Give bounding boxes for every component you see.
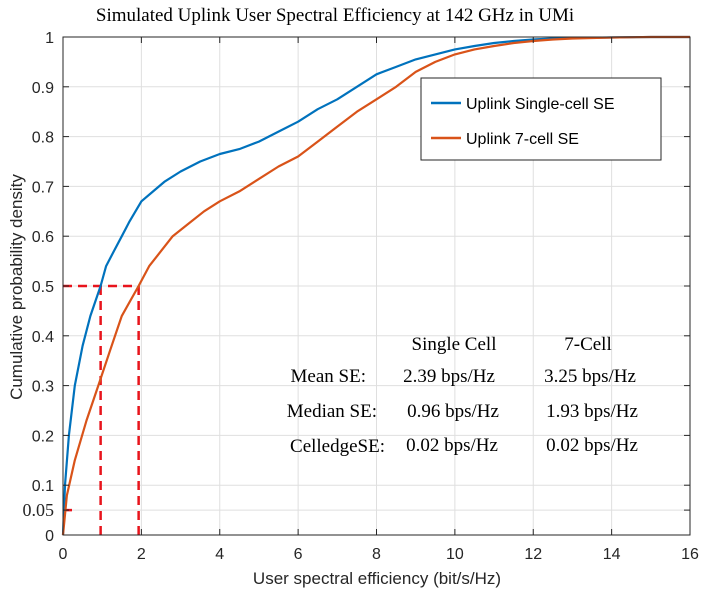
y-tick-label: 0.4 bbox=[32, 329, 54, 346]
x-tick-label: 0 bbox=[59, 546, 68, 563]
y-tick-label: 0.05 bbox=[23, 500, 55, 520]
single-cell-se-line bbox=[61, 35, 690, 536]
x-tick-label: 2 bbox=[137, 546, 146, 563]
y-tick-label: 1 bbox=[45, 30, 54, 47]
mean-single-cell: 2.39 bps/Hz bbox=[403, 366, 495, 387]
y-tick-label: 0.8 bbox=[32, 130, 54, 147]
y-tick-label: 0.3 bbox=[32, 379, 54, 396]
x-tick-label: 6 bbox=[294, 546, 303, 563]
median-reference-lines bbox=[63, 284, 140, 535]
legend-label-seven-cell: Uplink 7-cell SE bbox=[466, 131, 579, 148]
x-tick-label: 8 bbox=[372, 546, 381, 563]
x-tick-label: 4 bbox=[215, 546, 224, 563]
x-axis-label: User spectral efficiency (bit/s/Hz) bbox=[253, 569, 501, 588]
legend: Uplink Single-cell SE Uplink 7-cell SE bbox=[420, 77, 662, 161]
y-tick-label: 0.6 bbox=[32, 229, 54, 246]
axis-ticks: 0 2 4 6 8 10 12 14 16 0 0.1 0.2 0.3 0.4 0.5 0.6 0.7 0.8 0.… bbox=[23, 30, 700, 563]
cell-edge-single-cell: 0.02 bps/Hz bbox=[406, 435, 498, 456]
x-tick-label: 16 bbox=[681, 546, 699, 563]
x-tick-label: 14 bbox=[603, 546, 621, 563]
x-tick-label: 12 bbox=[524, 546, 542, 563]
cell-edge-seven-cell: 0.02 bps/Hz bbox=[546, 435, 638, 456]
y-tick-label: 0 bbox=[45, 528, 54, 545]
median-single-cell: 0.96 bps/Hz bbox=[407, 401, 499, 422]
y-tick-label: 0.7 bbox=[32, 179, 54, 196]
y-tick-label: 0.5 bbox=[32, 279, 54, 296]
legend-label-single-cell: Uplink Single-cell SE bbox=[466, 96, 615, 113]
y-tick-label: 0.1 bbox=[32, 478, 54, 495]
seven-cell-se-line bbox=[61, 35, 690, 536]
row-label-median: Median SE: bbox=[287, 401, 377, 422]
chart-title: Simulated Uplink User Spectral Efficienc… bbox=[96, 5, 574, 26]
y-tick-label: 0.9 bbox=[32, 80, 54, 97]
legend-box bbox=[420, 77, 662, 161]
row-label-mean: Mean SE: bbox=[291, 366, 366, 387]
x-tick-label: 10 bbox=[446, 546, 464, 563]
data-series bbox=[61, 35, 690, 536]
mean-seven-cell: 3.25 bps/Hz bbox=[544, 366, 636, 387]
y-tick-label: 0.2 bbox=[32, 428, 54, 445]
column-header-seven-cell: 7-Cell bbox=[564, 334, 612, 355]
se-summary-table: Single Cell 7-Cell Mean SE: 2.39 bps/Hz … bbox=[287, 334, 638, 457]
column-header-single-cell: Single Cell bbox=[412, 334, 497, 355]
median-seven-cell: 1.93 bps/Hz bbox=[546, 401, 638, 422]
row-label-cell-edge: CelledgeSE: bbox=[290, 436, 385, 457]
y-axis-label: Cumulative probability density bbox=[7, 174, 26, 400]
